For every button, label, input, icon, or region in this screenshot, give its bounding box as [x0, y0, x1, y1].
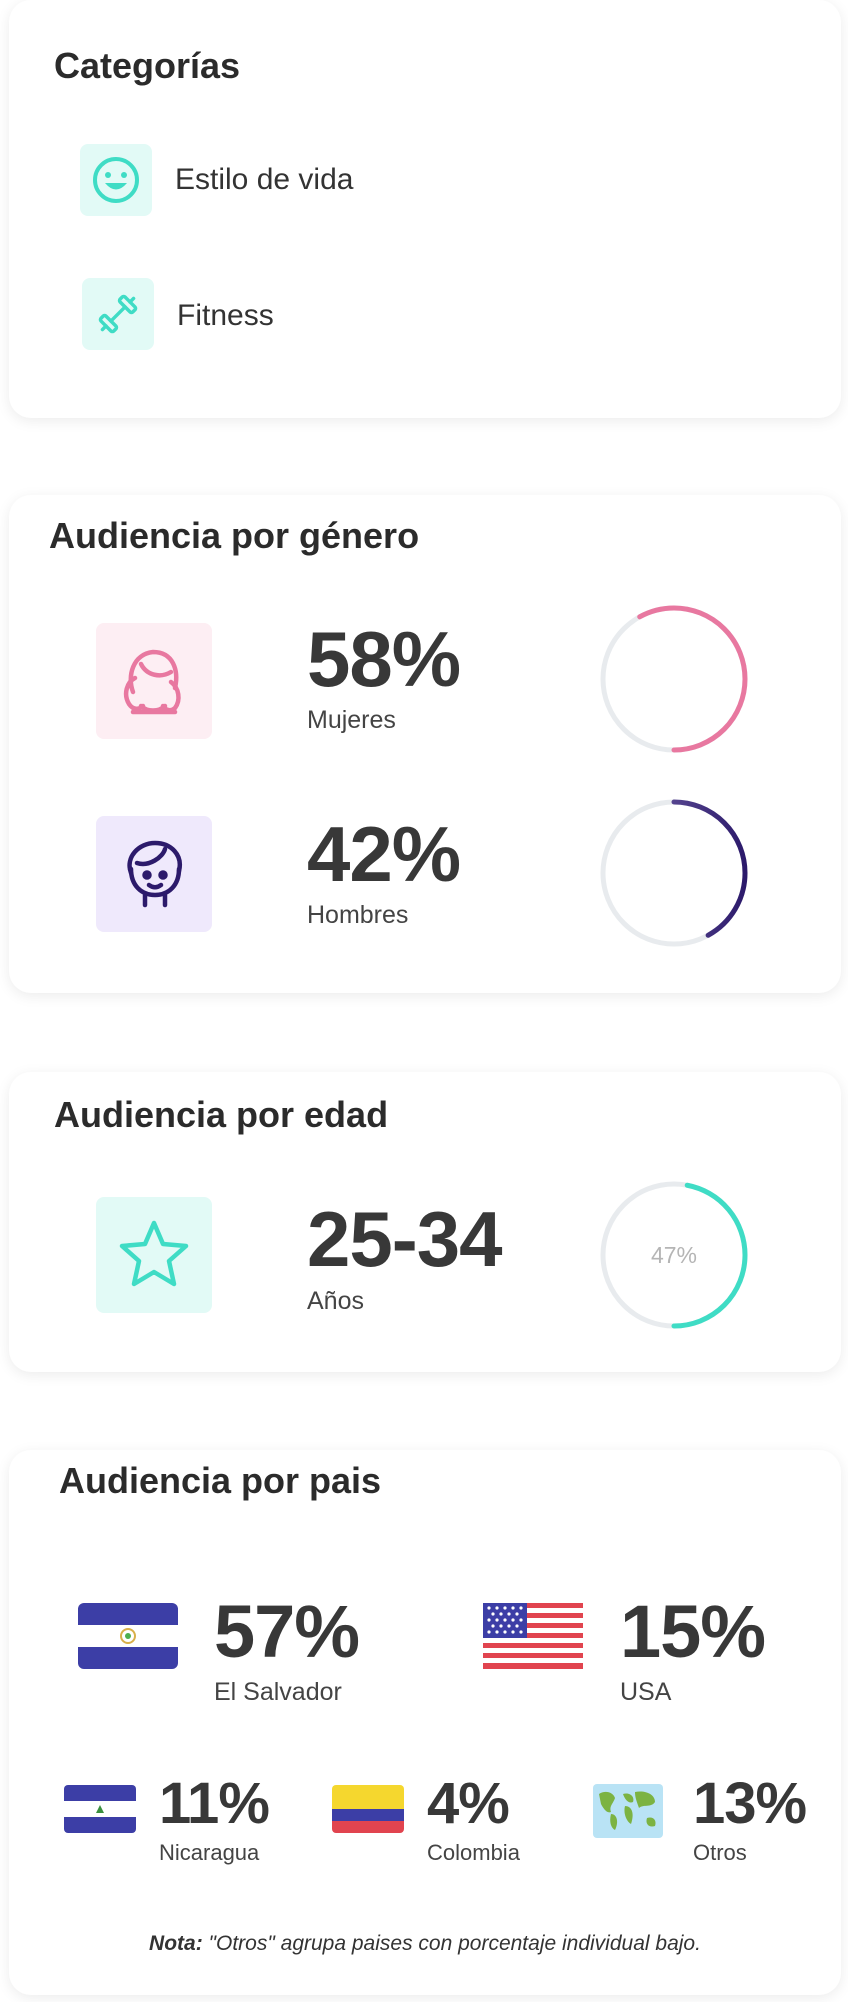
el-salvador-flag-icon: [78, 1603, 178, 1669]
categories-card: Categorías Estilo de vida: [9, 0, 841, 418]
star-icon: [96, 1197, 212, 1313]
men-label: Hombres: [307, 901, 409, 929]
note-text: "Otros" agrupa paises con porcentaje ind…: [202, 1932, 701, 1955]
el-salvador-percent: 57%: [214, 1590, 360, 1673]
colombia-label: Colombia: [427, 1840, 520, 1865]
usa-flag-icon: [483, 1603, 583, 1669]
nicaragua-percent: 11%: [159, 1771, 270, 1836]
women-ring-arc: [600, 605, 748, 753]
category-label-lifestyle: Estilo de vida: [175, 163, 354, 196]
gender-title: Audiencia por género: [49, 515, 420, 556]
country-audience-card: Audiencia por pais 57% El Salvador: [9, 1450, 841, 1995]
age-range: 25-34: [307, 1195, 502, 1283]
country-note: Nota: "Otros" agrupa paises con porcenta…: [9, 1932, 841, 1956]
otros-label: Otros: [693, 1840, 747, 1865]
smiley-icon: [80, 144, 152, 216]
men-ring-arc: [600, 799, 748, 947]
man-icon: [96, 816, 212, 932]
world-map-icon: [593, 1784, 663, 1838]
dumbbell-icon: [82, 278, 154, 350]
age-audience-card: Audiencia por edad 25-34 Años 47%: [9, 1072, 841, 1372]
otros-percent: 13%: [693, 1771, 807, 1836]
women-label: Mujeres: [307, 706, 396, 734]
colombia-flag-icon: [332, 1785, 404, 1833]
note-bold: Nota:: [149, 1932, 203, 1955]
age-title: Audiencia por edad: [54, 1094, 389, 1135]
colombia-percent: 4%: [427, 1771, 510, 1836]
usa-percent: 15%: [620, 1590, 766, 1673]
el-salvador-label: El Salvador: [214, 1678, 342, 1706]
country-title: Audiencia por pais: [59, 1460, 382, 1501]
men-ring-chart: [600, 799, 748, 947]
nicaragua-flag-icon: [64, 1785, 136, 1833]
category-label-fitness: Fitness: [177, 299, 274, 332]
usa-label: USA: [620, 1678, 672, 1706]
women-percent: 58%: [307, 615, 461, 703]
nicaragua-label: Nicaragua: [159, 1840, 260, 1865]
age-ring-arc: [600, 1181, 748, 1329]
age-ring-chart: 47%: [600, 1181, 748, 1329]
gender-audience-card: Audiencia por género 58% Mujeres: [9, 495, 841, 993]
men-percent: 42%: [307, 810, 461, 898]
women-ring-chart: [600, 605, 748, 753]
categories-title: Categorías: [54, 45, 241, 86]
age-ring-percent: 47%: [651, 1242, 697, 1268]
woman-icon: [96, 623, 212, 739]
age-label: Años: [307, 1287, 364, 1315]
